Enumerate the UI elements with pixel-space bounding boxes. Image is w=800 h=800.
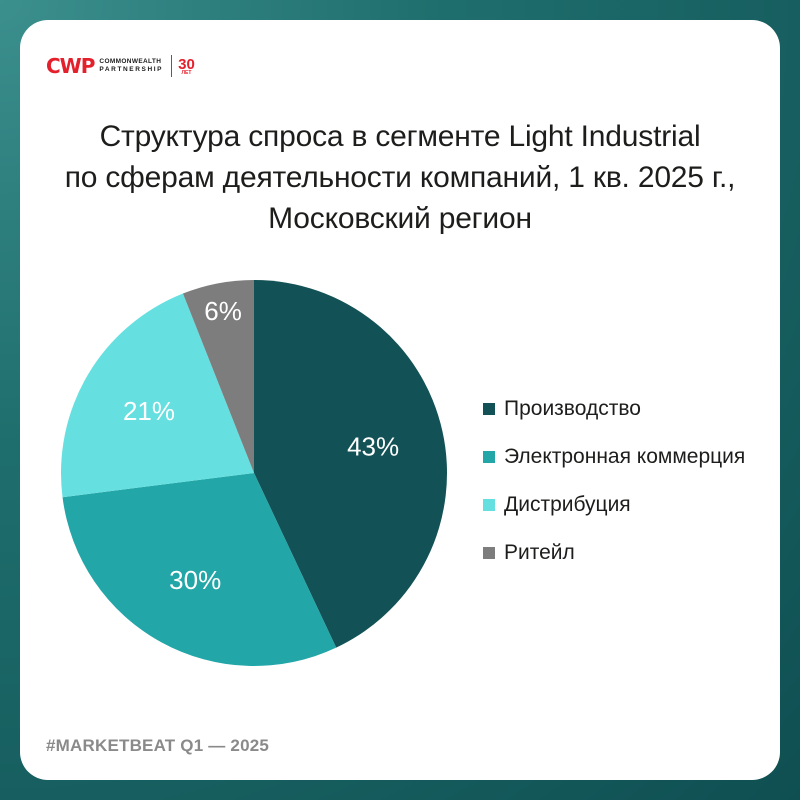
pie-slice-4 [182,280,254,473]
chart-title-line-2: по сферам деятельности компаний, 1 кв. 2… [64,161,736,194]
pie-chart: 43% 30% 21% 6% [60,280,448,667]
infographic-card: CWP COMMONWEALTH PARTNERSHIP 30 ЛЕТ Стру… [20,20,780,780]
legend-item-3: Дистрибуция [483,481,745,529]
chart-title: Структура спроса в сегменте Light Indust… [60,116,740,239]
chart-title-line-3: Московский регион [268,202,532,235]
company-logo: CWP COMMONWEALTH PARTNERSHIP 30 ЛЕТ [46,53,195,79]
chart-title-line-1: Структура спроса в сегменте Light Indust… [99,120,701,153]
legend-label-4: Ритейл [504,541,575,564]
chart-legend: Производство Электронная коммерция Дистриб… [483,385,745,577]
pie-slice-2 [62,473,337,667]
logo-line-1: COMMONWEALTH [99,58,162,65]
pie-slice-label-3: 21% [123,396,175,426]
pie-slice-label-1: 43% [347,431,399,461]
anniversary-number: 30 [178,55,195,73]
legend-item-4: Ритейл [483,529,745,577]
pie-slice-1 [254,280,448,648]
legend-label-2: Электронная коммерция [504,445,746,468]
footer-hashtag: #MARKETBEAT Q1 — 2025 [46,736,270,755]
logo-line-2: PARTNERSHIP [99,65,164,73]
pie-slice-label-4: 6% [204,296,242,326]
legend-label-1: Производство [504,397,641,420]
legend-item-1: Производство [483,385,745,433]
anniversary-word: ЛЕТ [181,69,192,76]
legend-item-2: Электронная коммерция [483,433,745,481]
legend-swatch-1 [483,403,495,415]
pie-slice-3 [60,293,254,498]
logo-wordmark: COMMONWEALTH PARTNERSHIP [99,58,164,73]
logo-divider [171,55,173,77]
anniversary-badge: 30 ЛЕТ [178,57,195,76]
legend-label-3: Дистрибуция [504,493,631,516]
legend-swatch-2 [483,451,495,463]
legend-swatch-3 [483,499,495,511]
logo-mark: CWP [46,54,95,78]
legend-swatch-4 [483,547,495,559]
pie-slice-label-2: 30% [169,565,221,595]
